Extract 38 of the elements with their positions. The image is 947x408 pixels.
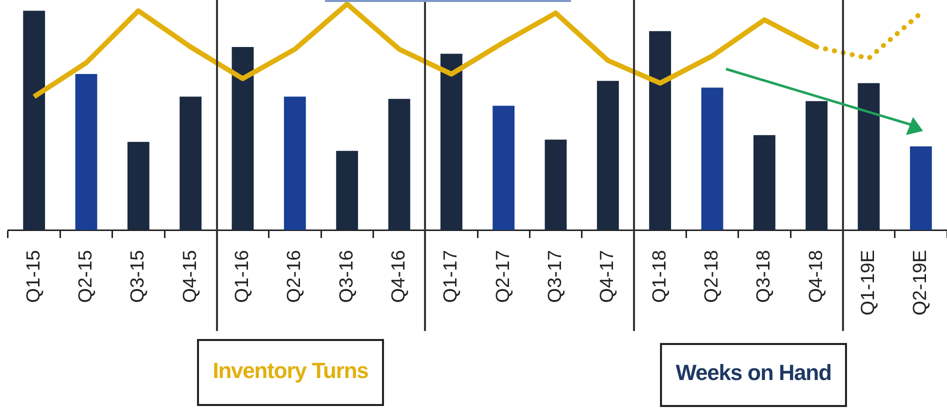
bar: [127, 142, 150, 230]
x-tick-label: Q3-15: [128, 250, 149, 303]
x-tick-label: Q1-15: [23, 250, 44, 303]
bar: [492, 106, 515, 230]
bar: [440, 54, 462, 230]
x-tick-label: Q3-16: [336, 250, 358, 303]
x-tick-label: Q1-16: [232, 250, 253, 303]
x-tick-label: Q2-18: [701, 250, 722, 303]
legend-box: Weeks on Hand: [660, 343, 847, 407]
bar: [806, 101, 828, 230]
x-tick-label: Q2-17: [492, 250, 514, 303]
bar: [23, 10, 46, 230]
legend-box: Inventory Turns: [197, 339, 384, 406]
bar: [596, 80, 619, 230]
bar: [388, 98, 410, 230]
x-tick-label: Q1-17: [440, 250, 462, 303]
x-tick-label: Q2-19E: [910, 250, 932, 316]
bar: [232, 46, 254, 230]
bar: [180, 96, 202, 230]
bar: [284, 96, 306, 230]
x-tick-label: Q3-17: [544, 250, 566, 303]
bar: [75, 74, 98, 230]
x-tick-label: Q1-18: [649, 250, 670, 303]
x-tick-label: Q4-18: [806, 250, 827, 303]
x-tick-label: Q4-16: [388, 250, 410, 303]
bar: [753, 135, 776, 230]
bar: [910, 146, 932, 230]
x-tick-label: Q4-17: [597, 250, 618, 303]
x-tick-label: Q3-18: [754, 250, 775, 303]
x-tick-label: Q1-19E: [858, 250, 879, 316]
x-tick-label: Q4-15: [180, 250, 201, 303]
bar: [858, 83, 880, 230]
bar: [701, 88, 724, 230]
bar: [336, 150, 358, 230]
bar: [649, 31, 672, 230]
x-tick-label: Q2-16: [284, 250, 306, 303]
bar: [544, 140, 567, 230]
x-tick-label: Q2-15: [75, 250, 96, 303]
